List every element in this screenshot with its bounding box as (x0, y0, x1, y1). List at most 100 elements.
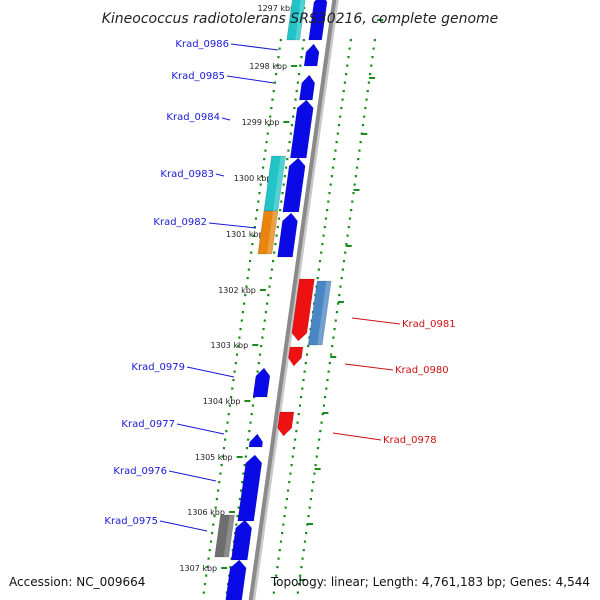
gene-leader-line (230, 43, 279, 51)
guide-dot (331, 345, 334, 348)
gene-label-forward[interactable]: Krad_0977 (121, 419, 175, 430)
guide-dot (315, 455, 318, 458)
guide-dot (278, 549, 281, 552)
gene-label-forward[interactable]: Krad_0985 (171, 71, 225, 82)
guide-dot (226, 421, 229, 424)
guide-dot (257, 200, 260, 203)
guide-dot (346, 64, 349, 67)
guide-dot (332, 336, 335, 339)
guide-dot (328, 192, 331, 195)
guide-dot (284, 166, 288, 169)
gene-label-forward[interactable]: Krad_0983 (160, 169, 214, 180)
topology-label: Topology: linear; Length: 4,761,183 bp; … (270, 575, 590, 589)
guide-dot (214, 506, 217, 509)
guide-dot (235, 353, 239, 356)
guide-dot (347, 56, 350, 59)
guide-dot (218, 481, 221, 484)
guide-dot (212, 523, 215, 526)
guide-dot (257, 362, 260, 365)
guide-dot (298, 404, 301, 407)
guide-dot (355, 166, 359, 169)
guide-dot (281, 532, 284, 535)
guide-dot (307, 515, 310, 518)
guide-dot (320, 421, 323, 424)
guide-dot (244, 294, 247, 297)
guide-dot (313, 472, 316, 475)
gene-shape-krad0982b (277, 212, 298, 258)
tick-label: 1305 kbp (195, 453, 233, 462)
guide-dot (231, 387, 234, 390)
guide-dot (252, 396, 256, 399)
guide-dot (287, 149, 290, 152)
gene-label-forward[interactable]: Krad_0976 (113, 466, 167, 477)
guide-dot (270, 107, 273, 110)
guide-dot (312, 481, 315, 484)
gene-leader-line (344, 363, 394, 371)
guide-dot (319, 430, 322, 433)
gene-label-forward[interactable]: Krad_0986 (175, 39, 229, 50)
guide-dot (308, 506, 311, 509)
guide-dot (305, 353, 309, 356)
guide-dot (279, 209, 282, 212)
gene-label-reverse[interactable]: Krad_0980 (395, 365, 449, 376)
guide-dot (275, 574, 278, 577)
guide-dot (266, 302, 269, 305)
guide-dot (288, 481, 291, 484)
gene-shape-krad0976b (230, 519, 252, 561)
guide-dot (339, 115, 342, 118)
guide-dot (340, 277, 343, 280)
guide-dot (222, 447, 226, 450)
guide-dot (322, 234, 325, 237)
guide-dot (323, 226, 326, 229)
guide-dot (250, 413, 253, 416)
guide-dot (297, 73, 301, 76)
guide-dot (292, 447, 296, 450)
guide-dot (329, 353, 333, 356)
gene-label-reverse[interactable]: Krad_0978 (383, 435, 437, 446)
guide-dots (202, 39, 376, 594)
guide-dot (205, 574, 208, 577)
guide-dot (273, 81, 277, 84)
gene-label-forward[interactable]: Krad_0975 (104, 516, 158, 527)
guide-dot (343, 81, 347, 84)
guide-dot (323, 396, 327, 399)
gene-shape-krad0977 (248, 433, 263, 448)
guide-dot (276, 566, 279, 569)
gene-label-reverse[interactable]: Krad_0981 (402, 319, 456, 330)
guide-dot (349, 39, 352, 42)
gene-shape-krad0978 (277, 411, 295, 437)
gene-shape-krad0980 (288, 346, 304, 367)
guide-dot (276, 226, 279, 229)
guide-dot (260, 175, 263, 178)
gene-shape-krad0985 (303, 43, 320, 67)
gene-label-forward[interactable]: Krad_0984 (166, 112, 220, 123)
guide-dot (337, 124, 341, 127)
gene-label-forward[interactable]: Krad_0982 (153, 217, 207, 228)
guide-dot (329, 183, 332, 186)
guide-dot (224, 438, 227, 441)
guide-dot (269, 277, 272, 280)
guide-dot (247, 268, 250, 271)
guide-dot (276, 64, 279, 67)
guide-dot (264, 149, 267, 152)
guide-dot (237, 506, 240, 509)
gene-leader-line (221, 117, 231, 121)
guide-dot (245, 447, 249, 450)
gene-labels[interactable]: Krad_0986 Krad_0985 Krad_0984 Krad_0983 Krad… (104, 39, 456, 532)
guide-dot (300, 56, 303, 59)
guide-dot (348, 47, 351, 50)
guide-dot (302, 39, 305, 42)
guide-dot (295, 430, 298, 433)
guide-dot (361, 124, 365, 127)
guide-dot (239, 489, 243, 492)
guide-dot (264, 311, 268, 314)
gene-label-forward[interactable]: Krad_0979 (131, 362, 185, 373)
guide-dot (269, 115, 272, 118)
guide-dot (357, 158, 360, 161)
guide-dot (328, 362, 331, 365)
guide-dot (327, 200, 330, 203)
guide-dot (296, 421, 299, 424)
gene-leader-line (186, 366, 235, 378)
guide-dot (365, 98, 368, 101)
